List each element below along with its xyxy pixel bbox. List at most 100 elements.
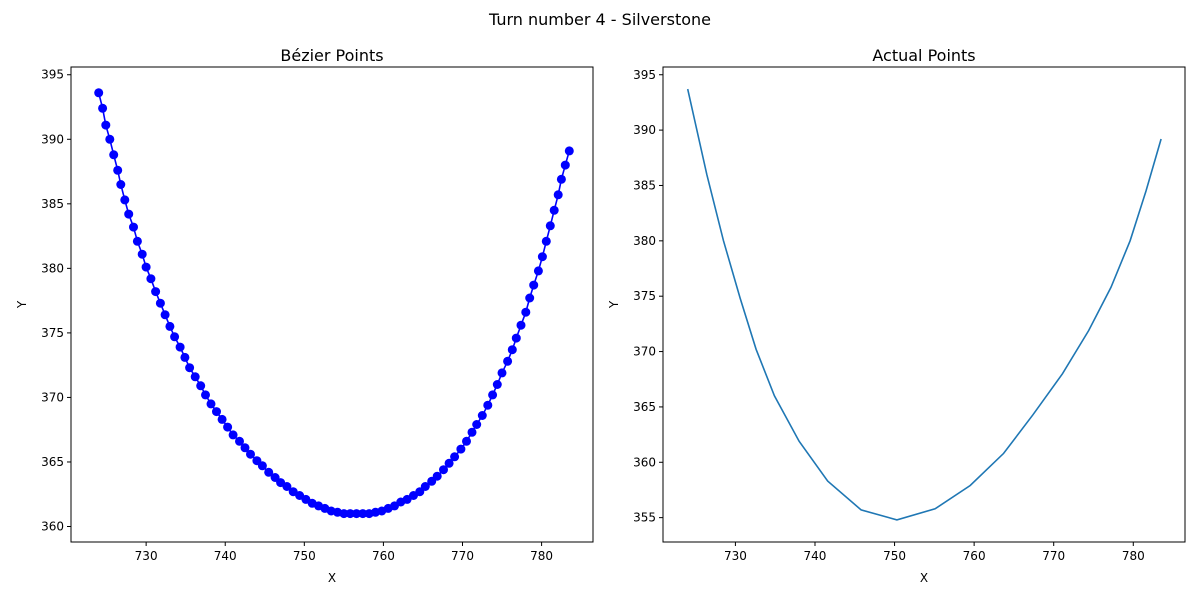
chart-1-y-axis-label: Y: [15, 300, 29, 309]
chart-1-data-point: [507, 345, 517, 355]
chart-1-data-point: [146, 274, 156, 284]
chart-2-x-tick-label: 760: [963, 549, 986, 563]
chart-1-data-point: [240, 443, 250, 453]
chart-2-x-tick-label: 740: [804, 549, 827, 563]
chart-1-data-point: [537, 252, 547, 262]
chart-1-data-point: [472, 420, 482, 429]
chart-1-data-point: [212, 407, 221, 417]
chart-1-data-point: [132, 236, 142, 246]
chart-1-data-point: [352, 509, 361, 519]
figure-title: Turn number 4 - Silverstone: [489, 10, 711, 29]
chart-1-data-point: [217, 414, 227, 424]
chart-1-data-point: [180, 352, 190, 362]
chart-1-data-point: [556, 174, 566, 184]
chart-1-y-tick-label: 385: [41, 197, 64, 211]
chart-1-data-point: [450, 452, 460, 462]
chart-1-data-point: [165, 321, 175, 331]
chart-1-data-point: [113, 165, 123, 175]
chart-2-x-tick-label: 780: [1122, 549, 1145, 563]
chart-1-x-tick-label: 780: [530, 549, 553, 563]
chart-1-data-point: [533, 266, 543, 276]
chart-1-data-point: [511, 333, 521, 343]
chart-1-data-point: [456, 444, 466, 454]
chart-1-data-point: [503, 356, 513, 366]
chart-1-data-point: [155, 298, 165, 308]
chart-1-data-point: [129, 222, 138, 232]
chart-1-data-point: [483, 400, 493, 410]
chart-1-data-point: [141, 262, 151, 272]
chart-1-title: Bézier Points: [280, 46, 383, 65]
chart-1-data-point: [101, 120, 111, 130]
chart-2-y-tick-label: 380: [633, 234, 656, 248]
chart-2-x-tick-label: 730: [724, 549, 747, 563]
chart-1-y-tick-label: 380: [41, 261, 64, 275]
chart-1-data-point: [223, 422, 233, 432]
chart-1-data-point: [235, 436, 244, 446]
chart-1-data-point: [185, 363, 195, 373]
chart-2-y-tick-label: 355: [633, 511, 656, 525]
chart-1-data-point: [201, 390, 210, 400]
chart-1-data-point: [525, 293, 535, 303]
chart-2-y-tick-label: 390: [633, 123, 656, 137]
chart-1-data-point: [488, 390, 498, 400]
chart-1-data-point: [339, 509, 349, 519]
chart-1-y-tick-label: 375: [41, 326, 64, 340]
chart-2-x-axis-label: X: [920, 571, 928, 585]
chart-1-data-point: [257, 461, 267, 471]
chart-1-data-point: [432, 471, 442, 481]
chart-2-x-tick-label: 770: [1042, 549, 1065, 563]
chart-1-data-point: [264, 467, 274, 477]
chart-1-data-point: [246, 449, 255, 459]
chart-1-data-point: [358, 509, 368, 519]
chart-1-data-point: [109, 150, 119, 160]
chart-2-x-tick-label: 750: [883, 549, 906, 563]
chart-1-x-tick-label: 730: [135, 549, 158, 563]
chart-2-title: Actual Points: [872, 46, 975, 65]
chart-1-data-point: [492, 380, 502, 389]
chart-1-data-point: [196, 381, 206, 391]
chart-1-x-tick-label: 770: [451, 549, 474, 563]
chart-1-y-tick-label: 365: [41, 455, 64, 469]
chart-2-y-tick-label: 385: [633, 178, 656, 192]
chart-2-y-tick-label: 375: [633, 289, 656, 303]
chart-1-y-tick-label: 360: [41, 520, 64, 534]
chart-1-data-point: [228, 430, 238, 440]
chart-1-y-tick-label: 395: [41, 68, 64, 82]
chart-1-data-point: [124, 209, 134, 219]
chart-1-data-point: [137, 249, 147, 259]
chart-1-data-point: [160, 310, 170, 320]
chart-1-y-tick-label: 370: [41, 390, 64, 404]
chart-1-data-point: [98, 103, 108, 113]
chart-1-data-point: [94, 88, 104, 98]
chart-2-y-tick-label: 370: [633, 345, 656, 359]
chart-1-data-point: [477, 411, 487, 420]
chart-1-data-point: [151, 287, 161, 297]
chart-2-y-axis-label: Y: [607, 300, 621, 309]
chart-1-data-point: [345, 509, 355, 519]
chart-1-data-point: [444, 458, 454, 468]
chart-1-data-point: [462, 436, 471, 446]
chart-1-data-point: [282, 482, 292, 491]
chart-1-data-point: [170, 332, 180, 342]
chart-2-y-tick-label: 360: [633, 455, 656, 469]
chart-1-data-point: [105, 134, 115, 144]
chart-1-data-point: [497, 368, 507, 378]
chart-2-y-tick-label: 365: [633, 400, 656, 414]
chart-1-data-point: [420, 482, 430, 491]
chart-1-data-point: [529, 280, 539, 290]
chart-1-data-point: [116, 180, 126, 189]
chart-1-data-point: [549, 205, 559, 215]
chart-1-data-point: [175, 342, 185, 352]
chart-2-y-tick-label: 395: [633, 68, 656, 82]
chart-1-data-point: [564, 146, 574, 156]
chart-1-data-point: [521, 307, 531, 317]
chart-1-data-point: [439, 465, 448, 475]
chart-1-data-point: [560, 160, 570, 170]
chart-2-series-line: [686, 88, 1162, 521]
chart-1-data-point: [190, 372, 200, 382]
chart-1-x-tick-label: 740: [214, 549, 237, 563]
chart-1-x-axis-label: X: [328, 571, 336, 585]
chart-1-axes-frame: [70, 66, 594, 543]
chart-1-x-tick-label: 750: [293, 549, 316, 563]
